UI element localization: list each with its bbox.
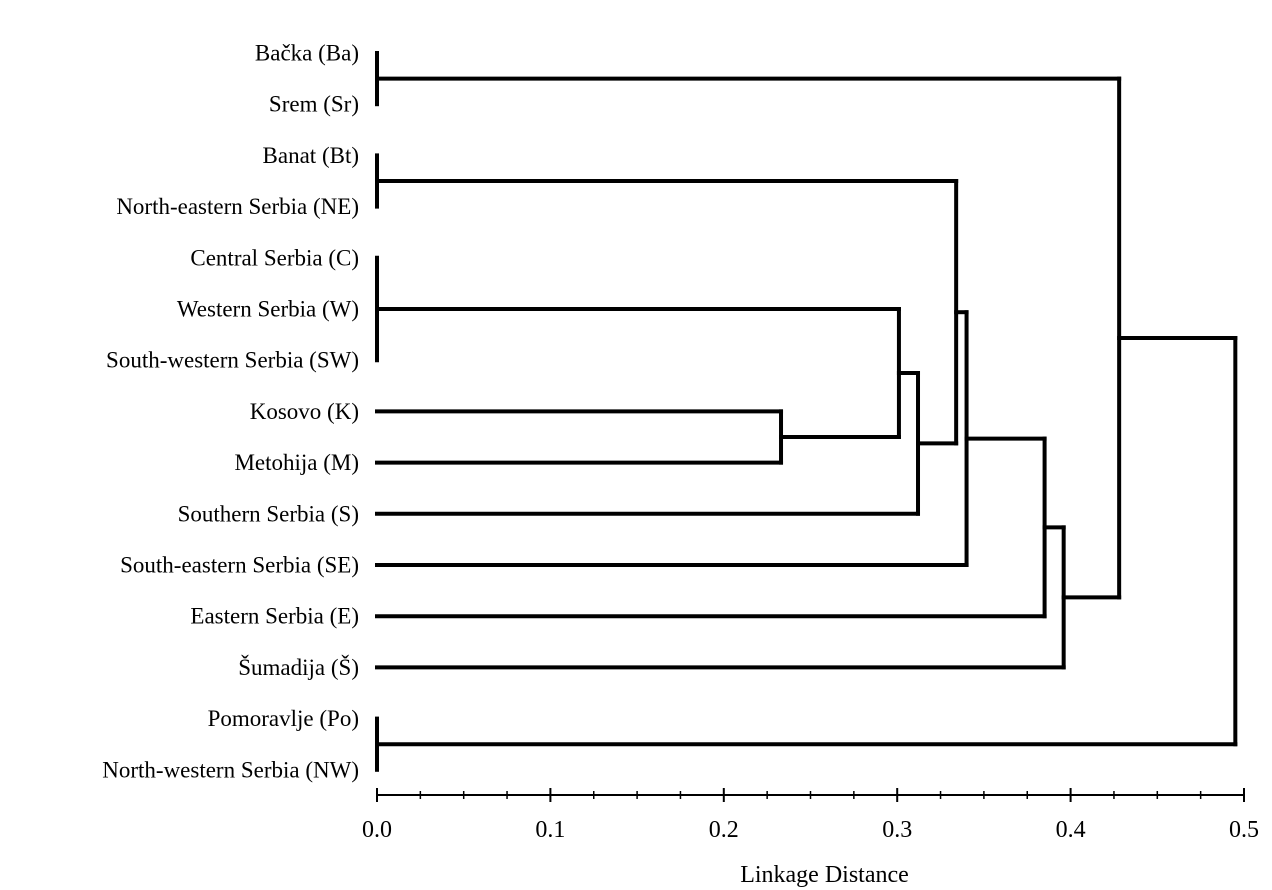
x-axis: 0.0 0.1 0.2 0.3 0.4 0.5: [362, 788, 1259, 843]
leaf-label-E: Eastern Serbia (E): [190, 604, 359, 629]
leaf-label-W: Western Serbia (W): [177, 297, 359, 322]
leaf-label-Ba: Bačka (Ba): [255, 41, 359, 66]
x-tick-label-5: 0.5: [1229, 817, 1259, 843]
leaf-label-C: Central Serbia (C): [190, 245, 359, 270]
leaf-label-K: Kosovo (K): [250, 399, 359, 424]
leaf-label-Po: Pomoravlje (Po): [208, 706, 359, 731]
x-tick-label-3: 0.3: [882, 817, 912, 843]
leaf-label-M: Metohija (M): [234, 450, 359, 475]
leaf-label-NW: North-western Serbia (NW): [102, 757, 359, 782]
leaf-label-SE: South-eastern Serbia (SE): [120, 553, 359, 578]
dendrogram-links: [375, 51, 1238, 772]
leaf-label-NE: North-eastern Serbia (NE): [116, 194, 359, 219]
leaf-label-S: Southern Serbia (S): [178, 501, 359, 526]
leaf-label-Š: Šumadija (Š): [238, 654, 359, 680]
leaf-label-SW: South-western Serbia (SW): [106, 348, 359, 373]
x-axis-title: Linkage Distance: [740, 862, 909, 888]
leaf-labels: Bačka (Ba) Srem (Sr) Banat (Bt) North-easte…: [102, 41, 359, 783]
x-tick-label-0: 0.0: [362, 817, 392, 843]
leaf-label-Bt: Banat (Bt): [263, 143, 359, 168]
x-axis-ticks: 0.0 0.1 0.2 0.3 0.4 0.5: [362, 788, 1259, 843]
leaf-label-Sr: Srem (Sr): [269, 92, 359, 117]
x-tick-label-4: 0.4: [1056, 817, 1086, 843]
x-tick-label-2: 0.2: [709, 817, 739, 843]
x-tick-label-1: 0.1: [535, 817, 565, 843]
